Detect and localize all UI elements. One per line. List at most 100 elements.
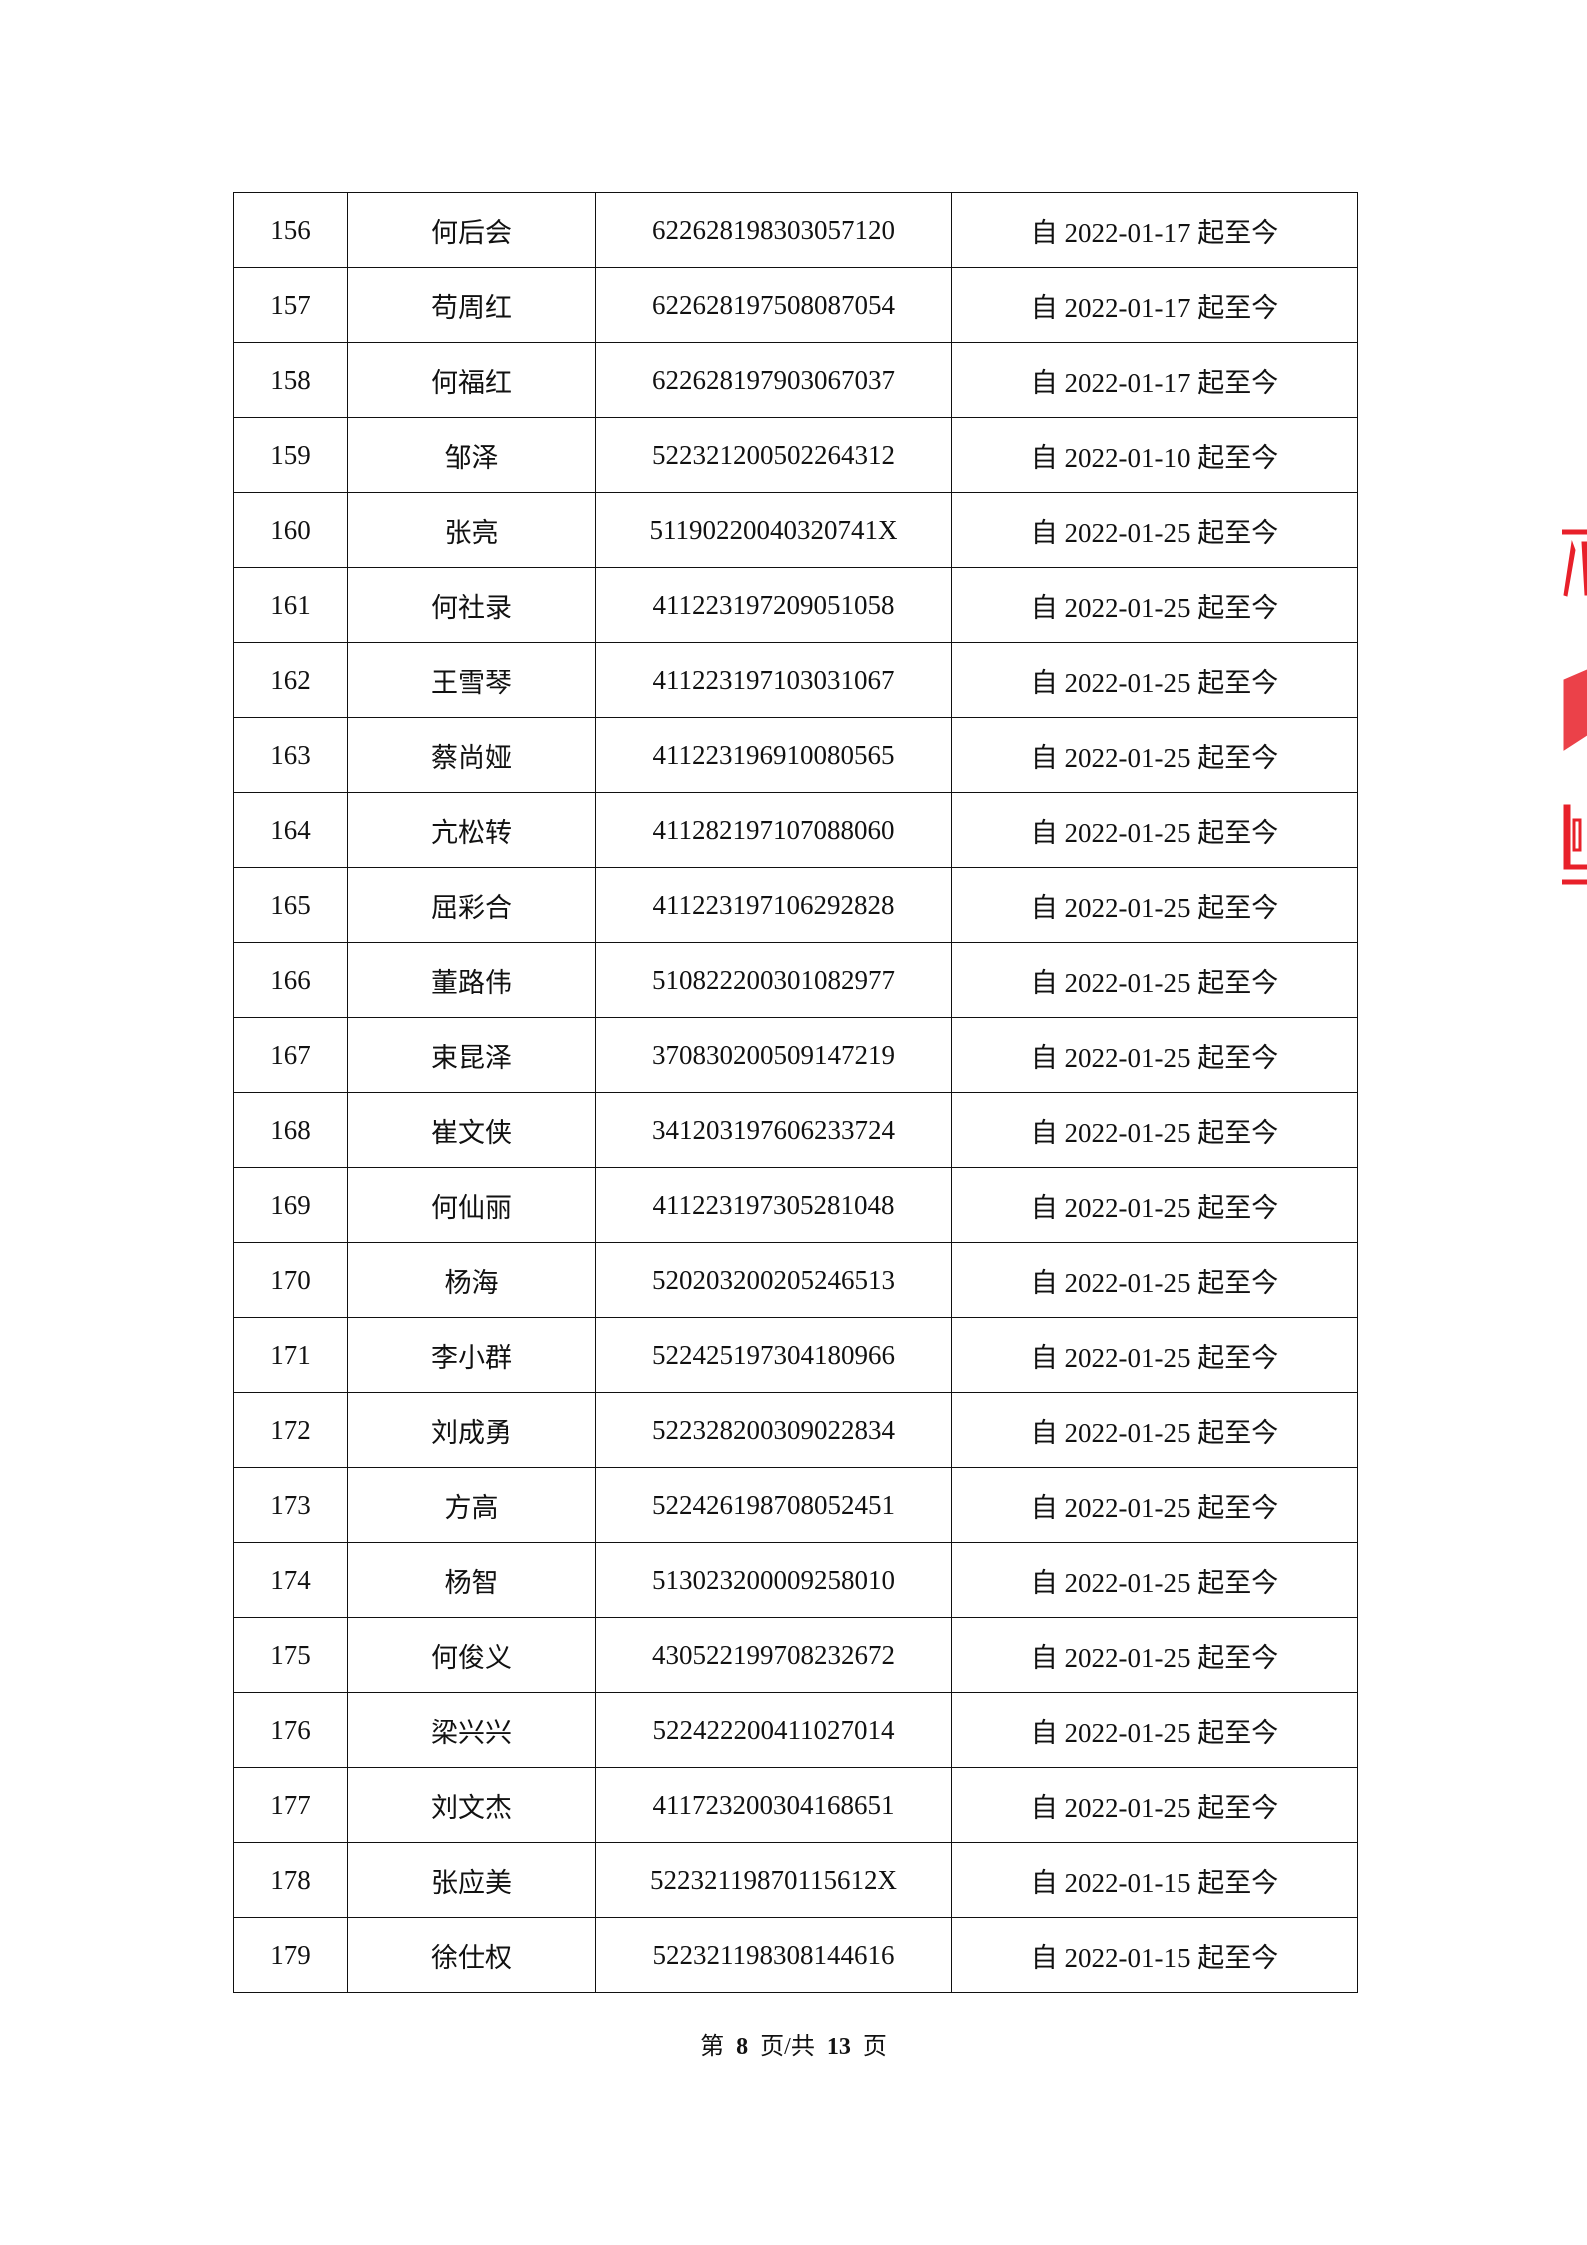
person-name-cell: 杨智	[347, 1542, 596, 1618]
person-name-cell: 何俊义	[347, 1617, 596, 1693]
table-row: 160 张亮 51190220040320741X 自 2022-01-25 起至今	[233, 492, 1358, 568]
person-name-cell: 李小群	[347, 1317, 596, 1393]
table-row: 170 杨海 520203200205246513 自 2022-01-25 起至今	[233, 1242, 1358, 1318]
period-cell: 自 2022-01-25 起至今	[951, 717, 1358, 793]
table-row: 171 李小群 522425197304180966 自 2022-01-25 起至今	[233, 1317, 1358, 1393]
period-cell: 自 2022-01-15 起至今	[951, 1917, 1358, 1993]
table-row: 179 徐仕权 522321198308144616 自 2022-01-15 起至今	[233, 1917, 1358, 1993]
stamp-stroke	[1562, 529, 1587, 535]
id-number-cell: 411223197106292828	[595, 867, 952, 943]
person-name-cell: 屈彩合	[347, 867, 596, 943]
id-number-cell: 411282197107088060	[595, 792, 952, 868]
official-seal-stamp	[1562, 529, 1587, 885]
period-cell: 自 2022-01-25 起至今	[951, 1392, 1358, 1468]
period-cell: 自 2022-01-25 起至今	[951, 642, 1358, 718]
person-name-cell: 张亮	[347, 492, 596, 568]
row-number-cell: 157	[233, 267, 348, 343]
id-number-cell: 430522199708232672	[595, 1617, 952, 1693]
footer-middle: 页/共	[760, 2034, 815, 2060]
id-number-cell: 411223197305281048	[595, 1167, 952, 1243]
table-row: 156 何后会 622628198303057120 自 2022-01-17 起至今	[233, 192, 1358, 268]
id-number-cell: 522321200502264312	[595, 417, 952, 493]
person-name-cell: 王雪琴	[347, 642, 596, 718]
stamp-stroke	[1563, 669, 1587, 751]
table-row: 165 屈彩合 411223197106292828 自 2022-01-25 起至今	[233, 867, 1358, 943]
table-row: 168 崔文侠 341203197606233724 自 2022-01-25 起至今	[233, 1092, 1358, 1168]
roster-body: 156 何后会 622628198303057120 自 2022-01-17 起至今…	[233, 192, 1358, 1993]
period-cell: 自 2022-01-25 起至今	[951, 942, 1358, 1018]
id-number-cell: 522422200411027014	[595, 1692, 952, 1768]
total-pages: 13	[826, 2034, 851, 2060]
id-number-cell: 522328200309022834	[595, 1392, 952, 1468]
table-row: 159 邹泽 522321200502264312 自 2022-01-10 起至今	[233, 417, 1358, 493]
period-cell: 自 2022-01-25 起至今	[951, 1692, 1358, 1768]
person-name-cell: 何福红	[347, 342, 596, 418]
row-number-cell: 156	[233, 192, 348, 268]
id-number-cell: 411723200304168651	[595, 1767, 952, 1843]
table-row: 172 刘成勇 522328200309022834 自 2022-01-25 起至今	[233, 1392, 1358, 1468]
row-number-cell: 170	[233, 1242, 348, 1318]
footer-prefix: 第	[700, 2034, 725, 2060]
person-name-cell: 张应美	[347, 1842, 596, 1918]
table-row: 162 王雪琴 411223197103031067 自 2022-01-25 起至今	[233, 642, 1358, 718]
table-row: 164 亢松转 411282197107088060 自 2022-01-25 起至今	[233, 792, 1358, 868]
id-number-cell: 510822200301082977	[595, 942, 952, 1018]
row-number-cell: 163	[233, 717, 348, 793]
person-name-cell: 杨海	[347, 1242, 596, 1318]
id-number-cell: 370830200509147219	[595, 1017, 952, 1093]
person-name-cell: 苟周红	[347, 267, 596, 343]
period-cell: 自 2022-01-25 起至今	[951, 792, 1358, 868]
id-number-cell: 411223197103031067	[595, 642, 952, 718]
period-cell: 自 2022-01-25 起至今	[951, 492, 1358, 568]
id-number-cell: 522426198708052451	[595, 1467, 952, 1543]
table-row: 176 梁兴兴 522422200411027014 自 2022-01-25 起至今	[233, 1692, 1358, 1768]
period-cell: 自 2022-01-25 起至今	[951, 1017, 1358, 1093]
person-name-cell: 徐仕权	[347, 1917, 596, 1993]
person-name-cell: 邹泽	[347, 417, 596, 493]
period-cell: 自 2022-01-17 起至今	[951, 192, 1358, 268]
person-name-cell: 梁兴兴	[347, 1692, 596, 1768]
stamp-stroke	[1562, 879, 1587, 885]
person-name-cell: 刘文杰	[347, 1767, 596, 1843]
table-row: 173 方高 522426198708052451 自 2022-01-25 起至今	[233, 1467, 1358, 1543]
row-number-cell: 159	[233, 417, 348, 493]
row-number-cell: 176	[233, 1692, 348, 1768]
id-number-cell: 513023200009258010	[595, 1542, 952, 1618]
id-number-cell: 522321198308144616	[595, 1917, 952, 1993]
table-row: 157 苟周红 622628197508087054 自 2022-01-17 起至今	[233, 267, 1358, 343]
period-cell: 自 2022-01-10 起至今	[951, 417, 1358, 493]
row-number-cell: 178	[233, 1842, 348, 1918]
person-name-cell: 刘成勇	[347, 1392, 596, 1468]
id-number-cell: 520203200205246513	[595, 1242, 952, 1318]
id-number-cell: 411223197209051058	[595, 567, 952, 643]
person-name-cell: 崔文侠	[347, 1092, 596, 1168]
stamp-stroke	[1563, 804, 1587, 870]
current-page: 8	[736, 2034, 749, 2060]
table-row: 161 何社录 411223197209051058 自 2022-01-25 起至今	[233, 567, 1358, 643]
period-cell: 自 2022-01-17 起至今	[951, 342, 1358, 418]
row-number-cell: 168	[233, 1092, 348, 1168]
row-number-cell: 177	[233, 1767, 348, 1843]
person-name-cell: 方高	[347, 1467, 596, 1543]
table-row: 166 董路伟 510822200301082977 自 2022-01-25 起至今	[233, 942, 1358, 1018]
period-cell: 自 2022-01-25 起至今	[951, 1542, 1358, 1618]
table-row: 178 张应美 52232119870115612X 自 2022-01-15 起至今	[233, 1842, 1358, 1918]
person-name-cell: 何后会	[347, 192, 596, 268]
id-number-cell: 341203197606233724	[595, 1092, 952, 1168]
page-footer: 第 8 页/共 13 页	[0, 2026, 1587, 2061]
roster-table: 156 何后会 622628198303057120 自 2022-01-17 起至今…	[233, 192, 1358, 1993]
stamp-stroke	[1572, 818, 1582, 852]
period-cell: 自 2022-01-25 起至今	[951, 1317, 1358, 1393]
row-number-cell: 164	[233, 792, 348, 868]
table-row: 174 杨智 513023200009258010 自 2022-01-25 起至今	[233, 1542, 1358, 1618]
table-row: 158 何福红 622628197903067037 自 2022-01-17 起至今	[233, 342, 1358, 418]
table-row: 169 何仙丽 411223197305281048 自 2022-01-25 起至今	[233, 1167, 1358, 1243]
row-number-cell: 175	[233, 1617, 348, 1693]
row-number-cell: 158	[233, 342, 348, 418]
footer-suffix: 页	[862, 2034, 887, 2060]
period-cell: 自 2022-01-25 起至今	[951, 1767, 1358, 1843]
stamp-stroke	[1581, 541, 1587, 596]
period-cell: 自 2022-01-25 起至今	[951, 1467, 1358, 1543]
period-cell: 自 2022-01-25 起至今	[951, 1242, 1358, 1318]
period-cell: 自 2022-01-25 起至今	[951, 1617, 1358, 1693]
